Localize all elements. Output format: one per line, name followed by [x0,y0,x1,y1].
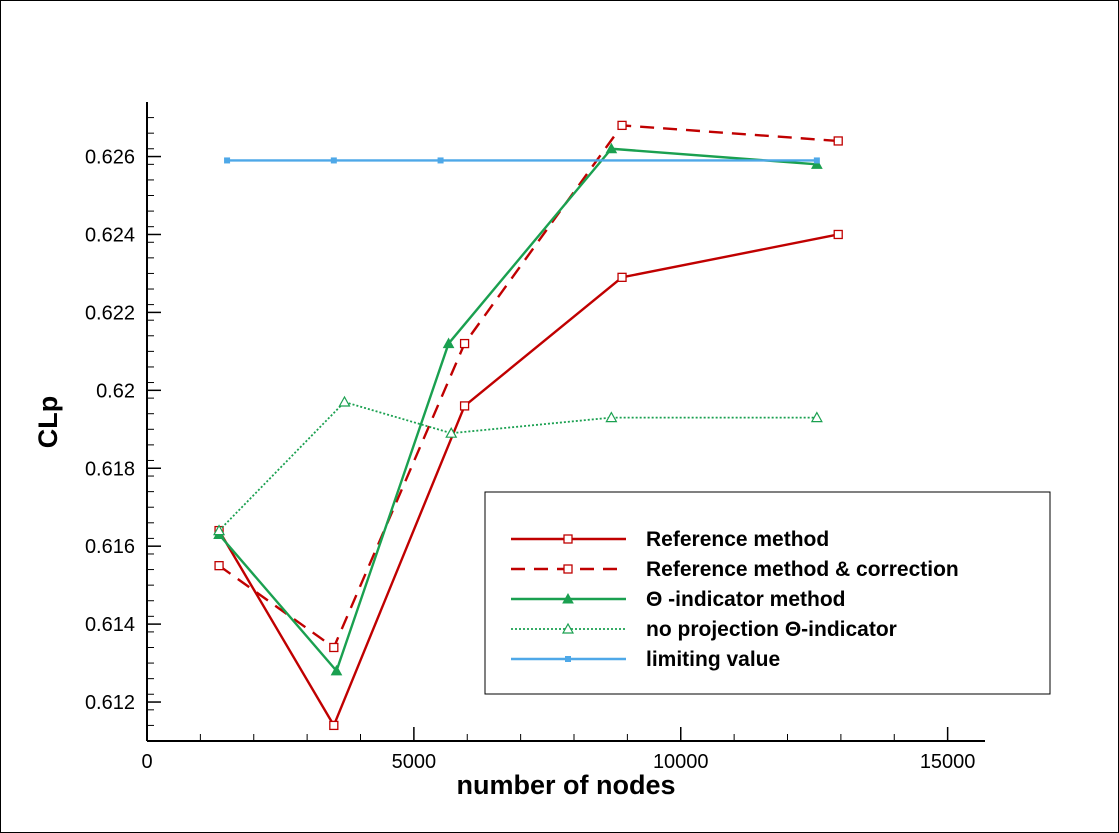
legend-label: no projection Θ-indicator [646,618,897,641]
data-point-triangle-marker [562,592,574,604]
data-point-hollow-triangle-marker [338,395,351,407]
y-tick-label: 0.612 [85,692,135,714]
y-tick-label: 0.624 [85,224,135,246]
data-point-small-square-marker [224,157,231,164]
legend-label: Reference method & correction [646,558,959,581]
y-tick-label: 0.614 [85,614,135,636]
y-tick-label: 0.626 [85,147,135,169]
x-tick-label: 5000 [392,751,437,773]
data-point-triangle-marker [330,664,343,676]
legend-label: Reference method [646,528,829,551]
data-point-triangle-marker [442,337,455,349]
x-axis-title: number of nodes [456,770,675,800]
data-point-square-marker [214,561,224,571]
legend-entry: Θ -indicator method [511,588,846,611]
data-point-hollow-triangle-marker [213,524,226,536]
data-point-square-marker [563,534,573,544]
y-tick-label: 0.622 [85,302,135,324]
x-tick-label: 0 [141,751,152,773]
legend-entries: Reference method Reference method & corre… [511,528,959,671]
data-point-small-square-marker [437,157,444,164]
data-point-hollow-triangle-marker [445,426,458,438]
legend: Reference method Reference method & corre… [484,491,1051,695]
y-tick-label: 0.618 [85,458,135,480]
data-point-square-marker [329,642,339,653]
data-point-triangle-marker [811,158,823,169]
data-point-small-square-marker [813,157,820,164]
legend-box [484,491,1051,695]
legend-marker [561,622,575,634]
data-point-square-marker [563,564,573,574]
data-point-square-marker [833,229,843,240]
legend-entry: limiting value [511,648,780,671]
data-point-square-marker [329,720,339,731]
x-tick-label: 15000 [920,751,976,773]
data-point-square-marker [617,120,627,131]
legend-entry: Reference method & correction [511,558,959,581]
y-axis-title: CLp [33,396,63,448]
legend-entry: Reference method [511,528,829,551]
x-tick-label: 10000 [653,751,709,773]
series-layer [213,120,843,731]
series-4 [224,157,820,164]
axes [146,102,985,742]
data-point-square-marker [459,338,470,349]
data-point-square-marker [617,272,627,282]
series-2 [213,142,823,676]
data-point-triangle-marker [605,142,618,154]
data-point-square-marker [833,136,843,146]
legend-label: limiting value [646,648,780,671]
legend-label: Θ -indicator method [646,588,846,611]
x-ticks: 0 5000 10000 15000 [141,727,975,773]
y-tick-label: 0.62 [96,380,135,402]
series-1 [214,120,843,653]
legend-entry: no projection Θ-indicator [511,618,897,641]
series-3 [213,395,823,536]
data-point-hollow-triangle-marker [810,411,823,423]
data-point-square-marker [459,401,470,411]
data-point-small-square-marker [330,157,337,164]
series-line [218,401,817,532]
data-point-small-square-marker [565,656,571,662]
data-point-hollow-triangle-marker [605,411,618,423]
y-ticks: 0.612 0.614 0.616 0.618 0.62 0.622 0.624 0.626 [85,117,161,742]
y-tick-label: 0.616 [85,536,135,558]
